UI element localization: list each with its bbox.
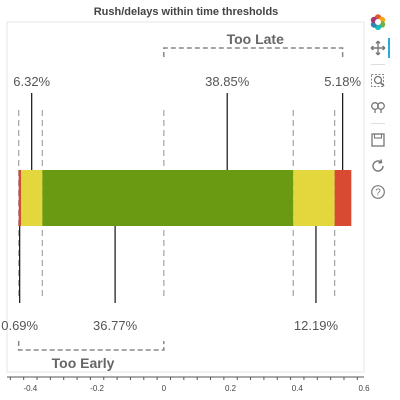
annotation-label-top: 5.18% xyxy=(324,74,361,89)
bar-segment xyxy=(334,170,352,226)
toolbar-separator xyxy=(371,64,385,65)
wheel-zoom-tool-icon[interactable] xyxy=(368,97,388,117)
bar-segment xyxy=(21,170,43,226)
x-tick-label: 0.6 xyxy=(358,384,370,393)
annotation-label-bottom: 36.77% xyxy=(93,318,138,333)
svg-text:?: ? xyxy=(375,188,381,199)
annotation-label-bottom: 0.69% xyxy=(1,318,38,333)
x-tick-label: -0.2 xyxy=(90,384,104,393)
x-axis: -0.4 -0.2 0 0.2 0.4 0.6 xyxy=(7,376,370,393)
x-tick-label: -0.4 xyxy=(23,384,37,393)
bar-segment xyxy=(293,170,335,226)
bokeh-logo-icon xyxy=(368,12,388,32)
bracket-label: Too Late xyxy=(227,31,285,47)
pan-tool-icon[interactable] xyxy=(368,38,390,58)
annotation-label-bottom: 12.19% xyxy=(294,318,339,333)
reset-tool-icon[interactable] xyxy=(368,156,388,176)
help-tool-icon[interactable]: ? xyxy=(368,182,388,202)
annotation-label-top: 38.85% xyxy=(205,74,250,89)
range-brackets: Too Late Too Early xyxy=(17,31,344,371)
percentage-annotations: 6.32% 38.85% 5.18% 0.69% 36.77% 12.19% xyxy=(1,74,361,333)
save-tool-icon[interactable] xyxy=(368,130,388,150)
toolbar-separator xyxy=(371,123,385,124)
bar-segments xyxy=(18,170,352,226)
box-zoom-tool-icon[interactable] xyxy=(368,71,388,91)
x-tick-label: 0 xyxy=(162,384,167,393)
bracket-line xyxy=(17,341,165,351)
bar-segment xyxy=(18,170,22,226)
chart-toolbar: ? xyxy=(368,12,392,208)
annotation-label-top: 6.32% xyxy=(13,74,50,89)
x-tick-label: 0.2 xyxy=(225,384,237,393)
bracket-line xyxy=(163,47,344,57)
x-tick-label: 0.4 xyxy=(292,384,304,393)
bracket-label: Too Early xyxy=(52,355,115,371)
bar-segment xyxy=(42,170,294,226)
chart-title: Rush/delays within time thresholds xyxy=(94,6,279,18)
